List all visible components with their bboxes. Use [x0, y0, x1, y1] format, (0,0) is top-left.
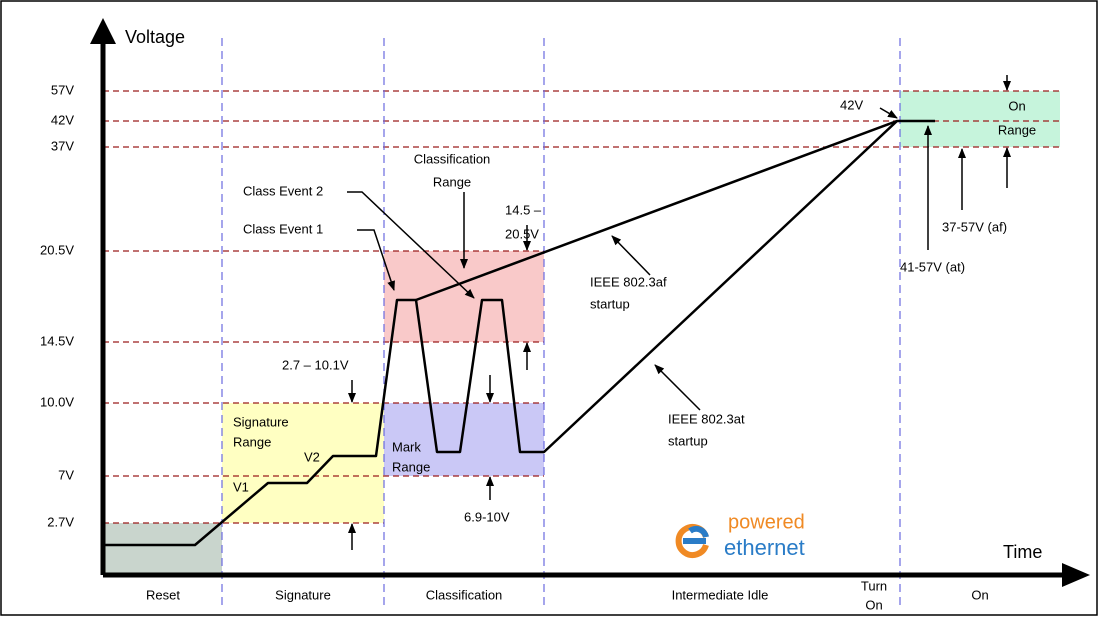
label: 42V — [840, 97, 863, 112]
label: 41-57V (at) — [900, 259, 965, 274]
level-label: 2.7V — [47, 514, 74, 529]
reset-region — [103, 523, 222, 575]
level-label: 42V — [51, 112, 74, 127]
label: 6.9-10V — [464, 509, 510, 524]
level-label: 7V — [58, 467, 74, 482]
level-lines — [103, 90, 1060, 524]
label: 2.7 – 10.1V — [282, 357, 349, 372]
level-label: 20.5V — [40, 242, 74, 257]
phase-label: Signature — [275, 587, 331, 602]
label: 37-57V (af) — [942, 219, 1007, 234]
label: Classification — [414, 151, 491, 166]
af-waveform — [415, 119, 898, 302]
label: On — [1008, 98, 1025, 113]
label: V1 — [233, 479, 249, 494]
level-label: 37V — [51, 138, 74, 153]
on-region — [900, 91, 1060, 147]
label: Range — [998, 122, 1036, 137]
labels: 42V On Range Classification Range Class … — [233, 97, 1036, 524]
logo: powered ethernet — [675, 511, 805, 560]
axes — [90, 18, 1090, 587]
label: Range — [233, 434, 271, 449]
phase-label: Turn — [861, 578, 887, 593]
label: Mark — [392, 439, 421, 454]
phase-label: Classification — [426, 587, 503, 602]
level-label: 57V — [51, 82, 74, 97]
phase-lines — [221, 38, 901, 605]
label: IEEE 802.3af — [590, 274, 667, 289]
label: Range — [433, 174, 471, 189]
phase-label: On — [865, 597, 882, 612]
arrows — [347, 75, 1011, 550]
label: Signature — [233, 414, 289, 429]
signature-region — [222, 403, 384, 523]
at-waveform — [103, 119, 935, 547]
phase-labels: Reset Signature Classification Intermedi… — [146, 578, 989, 612]
label: Class Event 1 — [243, 221, 323, 236]
label: 20.5V — [505, 226, 539, 241]
logo-text: powered — [728, 511, 805, 533]
label: Class Event 2 — [243, 183, 323, 198]
label: Range — [392, 459, 430, 474]
x-label: Time — [1003, 542, 1042, 562]
label: startup — [590, 296, 630, 311]
label: V2 — [304, 449, 320, 464]
level-label: 14.5V — [40, 333, 74, 348]
level-label: 10.0V — [40, 394, 74, 409]
y-label: Voltage — [125, 27, 185, 47]
phase-label: Reset — [146, 587, 180, 602]
label: 14.5 – — [505, 202, 542, 217]
phase-label: Intermediate Idle — [672, 587, 769, 602]
label: startup — [668, 433, 708, 448]
logo-text: ethernet — [724, 535, 805, 560]
level-labels: 57V 42V 37V 20.5V 14.5V 10.0V 7V 2.7V — [40, 82, 74, 529]
phase-label: On — [971, 587, 988, 602]
label: IEEE 802.3at — [668, 411, 745, 426]
